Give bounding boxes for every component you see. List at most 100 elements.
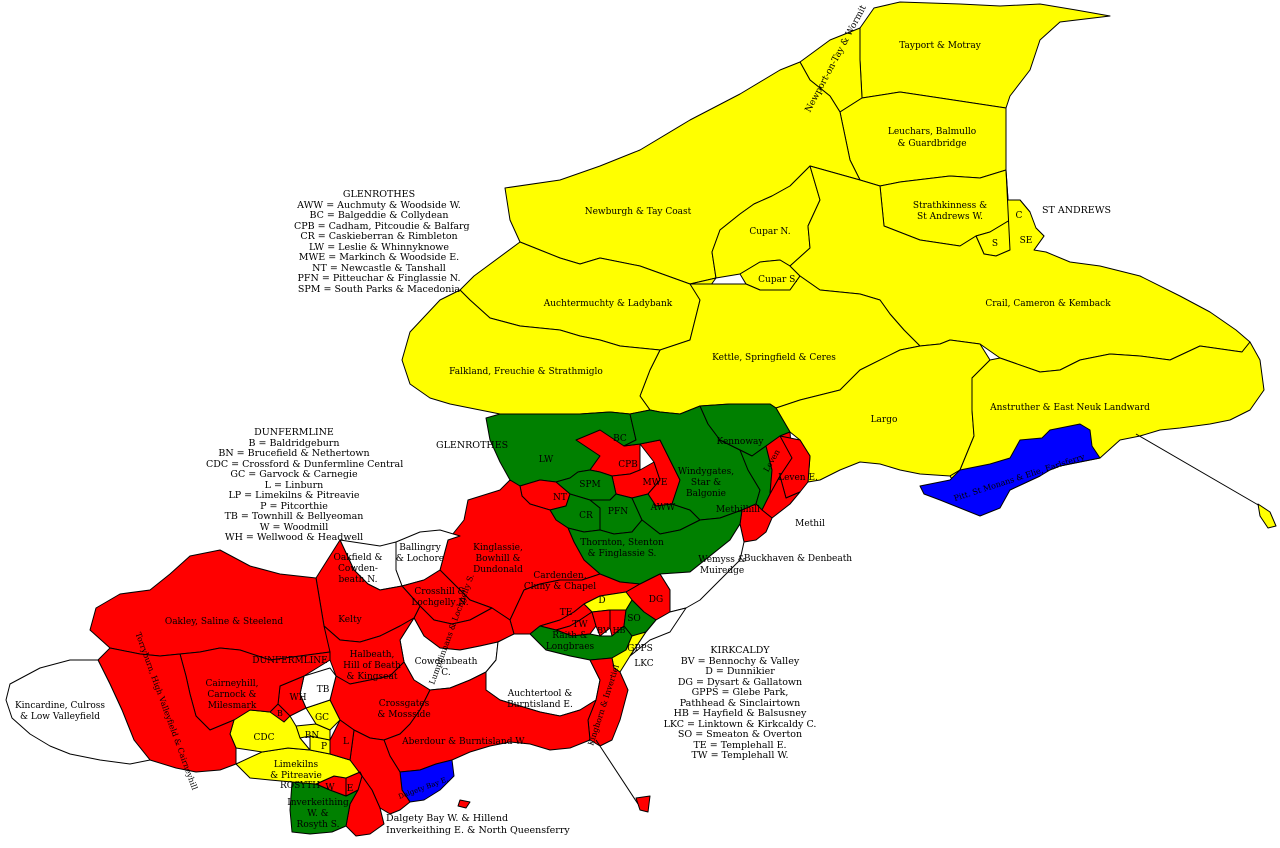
label-thornton-1: Thornton, Stenton [580,538,664,548]
label-glenrothes-region: GLENROTHES [436,440,509,451]
legend-row: B = Baldridgeburn [248,437,340,449]
label-cdc: CDC [254,733,275,743]
label-cairneyhill-3: Milesmark [208,701,257,711]
label-wh: WH [289,693,306,703]
label-halbeath-1: Halbeath, [350,650,395,660]
label-cowdenbeath-2: C. [441,668,451,678]
legend-row: D = Dunnikier [705,666,775,677]
label-crail: Crail, Cameron & Kemback [985,299,1111,309]
label-thornton-2: & Finglassie S. [588,549,657,559]
label-e: E [347,784,354,794]
label-p: P [321,742,327,752]
label-gc: GC [315,713,329,723]
label-windygates-3: Balgonie [686,489,726,499]
label-kinglassie-2: Bowhill & [475,554,520,564]
label-kennoway: Kennoway [717,437,765,447]
legend-row: BV = Bennochy & Valley [680,655,800,667]
label-st-andrews-se: SE [1020,236,1033,246]
label-lkc: LKC [634,659,653,669]
label-lw: LW [539,455,554,465]
label-bv: BV [597,626,609,635]
label-kincardine-2: & Low Valleyfield [20,712,100,722]
ward-bv[interactable] [591,609,611,637]
label-newburgh: Newburgh & Tay Coast [585,207,692,217]
legend-row: MWE = Markinch & Woodside E. [298,252,460,263]
ward-oakley[interactable] [89,549,341,661]
legend-row: TB = Townhill & Bellyeoman [224,511,364,522]
ward-methil[interactable] [761,475,801,519]
legend-row: LP = Limekilns & Pitreavie [228,490,360,501]
label-windygates-2: Star & [691,478,721,488]
ward-l[interactable] [329,719,355,761]
label-inverkeithing-e: Inverkeithing E. & North Queensferry [386,825,570,836]
label-dunfermline-region: DUNFERMLINE [252,656,327,666]
legend-row: GC = Garvock & Carnegie [230,469,358,480]
label-cpb: CPB [618,460,638,470]
label-cardenden-2: Cluny & Chapel [524,582,596,592]
label-bc: BC [613,434,627,444]
label-leven-e: Leven E. [778,473,818,483]
label-wemyss-1: Wemyss & [698,555,746,565]
ward-kinghorn-tip [635,795,651,813]
ward-pittenweem[interactable] [919,423,1101,517]
legend-row: NT = Newcastle & Tanshall [312,262,446,274]
legend-row: CR = Caskieberran & Rimbleton [300,231,458,242]
inchcolm-island [457,799,471,809]
legend-row: SO = Smeaton & Overton [677,729,803,740]
ward-cdc[interactable] [229,709,311,753]
legend-row: CPB = Cadham, Pitcoudie & Balfarg [294,220,470,232]
label-oakfield-1: Oakfield & [333,553,382,563]
label-halbeath-3: & Kingseat [347,672,398,682]
label-leuchars-2: & Guardbridge [897,139,966,149]
legend-row: P = Pitcorthie [260,500,328,512]
legend-row: GPPS = Glebe Park, [691,687,789,698]
label-spm: SPM [579,480,600,490]
label-kincardine-1: Kincardine, Culross [15,701,105,711]
label-windygates-1: Windygates, [678,467,734,477]
legend-row: WH = Wellwood & Headwell [224,532,364,543]
ward-gpps[interactable] [629,607,687,657]
label-rosyth-region: ROSYTH [280,781,320,791]
label-cupar-n: Cupar N. [749,227,790,237]
label-tb: TB [317,685,330,695]
label-ballingry-1: Ballingry [399,543,441,553]
label-pfn: PFN [608,507,628,517]
legend-row: CDC = Crossford & Dunfermline Central [206,458,404,470]
label-kettle: Kettle, Springfield & Ceres [712,353,836,363]
label-auchtertool-1: Auchtertool & [507,689,573,699]
label-buckhaven: Buckhaven & Denbeath [744,554,852,564]
label-oakfield-3: beath N. [339,575,378,585]
label-raith-2: Longbraes [546,642,595,652]
ward-kincardine[interactable] [5,659,151,765]
label-tw: TW [572,620,588,630]
legend-row: BN = Brucefield & Nethertown [218,448,370,459]
label-nt: NT [553,493,567,503]
label-dg: DG [649,595,663,605]
label-ballingry-2: & Lochore [396,554,444,564]
label-auchtertool-2: Burntisland E. [507,700,573,710]
label-methil: Methil [795,519,825,529]
label-inverkeithing-w-1: Inverkeithing [287,798,349,808]
label-te: TE [560,608,573,618]
legend-row: Pathhead & Sinclairtown [679,697,801,709]
label-limekilns-1: Limekilns [274,760,319,770]
legend-row: BC = Balgeddie & Collydean [309,210,449,221]
legend-kirkcaldy-title: KIRKCALDY [710,645,770,656]
label-limekilns-2: & Pitreavie [270,771,322,781]
legend-row: LKC = Linktown & Kirkcaldy C. [663,718,817,730]
label-strathkinness-2: St Andrews W. [917,212,983,222]
label-gpps: GPPS [627,644,652,654]
label-d: D [598,596,605,606]
label-kelty: Kelty [338,615,362,625]
label-anstruther: Anstruther & East Neuk Landward [989,403,1150,413]
label-crosshill-1: Crosshill & [414,587,465,597]
label-halbeath-2: Hill of Beath [343,661,401,671]
label-cowdenbeath-1: Cowdenbeath [415,657,478,667]
label-cairneyhill-2: Carnock & [207,690,256,700]
label-inverkeithing-w-3: Rosyth S. [297,820,340,830]
label-bn: BN [305,731,320,741]
isle-of-may-leader-line [1135,433,1261,507]
label-wemyss-2: Muiredge [700,566,744,576]
ward-falkland[interactable] [401,289,661,415]
